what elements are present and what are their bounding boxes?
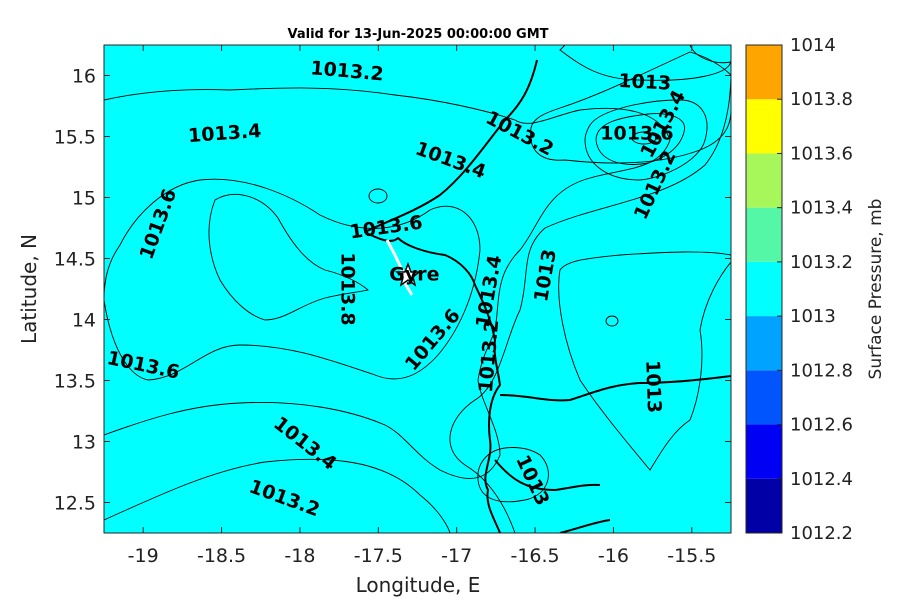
gyre-label: Gyre — [389, 263, 439, 285]
colorbar-tick-label: 1012.6 — [790, 415, 853, 436]
colorbar-tick-label: 1013.6 — [790, 143, 853, 164]
contour-label: 1013 — [618, 70, 672, 95]
colorbar-swatch — [746, 424, 782, 479]
field-1013-8 — [208, 193, 369, 321]
x-tick-label: -17 — [441, 545, 472, 567]
contour-label: 1013.6 — [600, 123, 673, 145]
field-ne-1012-8 — [559, 45, 731, 81]
field-ne-1013-8 — [631, 131, 657, 145]
colorbar-frame — [745, 44, 783, 534]
x-axis: -19 -18.5 -18 -17.5 -17 -16.5 -16 -15.5 — [128, 45, 716, 567]
colorbar-tick-label: 1012.2 — [790, 523, 853, 544]
field-east-low — [605, 315, 619, 327]
coast-south — [559, 519, 611, 533]
x-tick-label: -16 — [598, 545, 629, 567]
x-tick-label: -17.5 — [354, 545, 403, 567]
field-small-1013-2 — [368, 188, 388, 204]
colorbar-tick-label: 1013.8 — [790, 89, 853, 110]
colorbar-swatch — [746, 261, 782, 317]
colorbar-tick-label: 1014 — [790, 35, 836, 56]
y-tick-label: 16 — [72, 66, 96, 88]
field-sw-1012-8 — [477, 447, 549, 503]
colorbar-tick-label: 1012.4 — [790, 469, 853, 490]
coastline — [364, 59, 538, 533]
y-tick-label: 14 — [72, 310, 96, 332]
colorbar-swatch — [746, 45, 782, 100]
y-axis: 16 15.5 15 14.5 14 13.5 13 12.5 — [54, 66, 731, 515]
colorbar: 1012.2 1012.4 1012.6 1012.8 1013 1013.2 1013.4… — [745, 35, 853, 544]
x-tick-label: -18 — [284, 545, 315, 567]
gyre-star — [394, 261, 422, 287]
plot-frame — [103, 44, 732, 534]
field-ne-1013-4 — [584, 99, 708, 181]
chart-title: Valid for 13-Jun-2025 00:00:00 GMT — [288, 27, 549, 42]
field-1013-2 — [104, 45, 731, 533]
casamance-river — [494, 459, 601, 491]
x-tick-label: -18.5 — [197, 545, 246, 567]
colorbar-swatch — [746, 99, 782, 154]
x-tick-label: -15.5 — [667, 545, 716, 567]
y-tick-label: 14.5 — [54, 249, 96, 271]
contour-label: 1013.4 — [187, 120, 262, 147]
colorbar-label: Surface Pressure, mb — [866, 199, 886, 380]
y-tick-label: 12.5 — [54, 493, 96, 515]
field-ne-1013-2 — [530, 51, 731, 164]
gambia-river — [499, 375, 731, 402]
y-tick-label: 15 — [72, 188, 96, 210]
field-1013 — [104, 45, 731, 533]
y-tick-label: 13 — [72, 432, 96, 454]
field-1013-6 — [104, 178, 481, 381]
colorbar-swatch — [746, 370, 782, 425]
colorbar-swatch — [746, 316, 782, 371]
colorbar-swatch — [746, 478, 782, 533]
colorbar-swatch — [746, 207, 782, 262]
y-tick-label: 13.5 — [54, 371, 96, 393]
colorbar-swatch — [746, 153, 782, 208]
field-1013-4 — [104, 87, 671, 479]
colorbar-tick-label: 1013.2 — [790, 252, 853, 273]
colorbar-tick-label: 1013.4 — [790, 198, 853, 219]
x-tick-label: -16.5 — [510, 545, 559, 567]
field-east-1012-8 — [558, 251, 731, 471]
field-ne-1013-6 — [595, 113, 685, 165]
contour-map — [104, 45, 731, 533]
x-tick-label: -19 — [128, 545, 159, 567]
colorbar-tick-label: 1012.8 — [790, 360, 853, 381]
y-axis-label: Latitude, N — [17, 234, 41, 344]
x-axis-label: Longitude, E — [356, 573, 481, 597]
colorbar-tick-label: 1013 — [790, 306, 836, 327]
contour-label: 1013 — [641, 360, 665, 414]
field-ne-1012-6 — [689, 45, 731, 64]
y-tick-label: 15.5 — [54, 127, 96, 149]
contour-label: 1013.8 — [336, 252, 358, 325]
gyre-track — [385, 239, 414, 296]
